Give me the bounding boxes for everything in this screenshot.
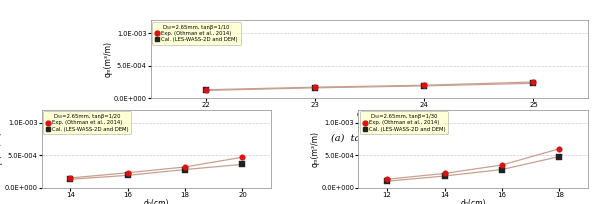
Point: [529, 82, 538, 85]
Point: [65, 176, 75, 180]
Point: [383, 180, 392, 183]
Point: [201, 88, 210, 91]
Legend: Exp. (Othman et al., 2014), Cal. (LES-WASS-2D and DEM): Exp. (Othman et al., 2014), Cal. (LES-WA…: [153, 22, 241, 45]
Legend: Exp. (Othman et al., 2014), Cal. (LES-WASS-2D and DEM): Exp. (Othman et al., 2014), Cal. (LES-WA…: [43, 111, 131, 134]
Point: [555, 147, 564, 150]
Point: [123, 171, 132, 174]
X-axis label: d₀(cm): d₀(cm): [144, 199, 169, 204]
Y-axis label: qₘ(m³/m): qₘ(m³/m): [0, 131, 3, 167]
Point: [419, 84, 429, 88]
Point: [123, 174, 132, 177]
Point: [181, 168, 190, 171]
Point: [497, 163, 507, 167]
Point: [65, 178, 75, 181]
X-axis label: d₀(cm): d₀(cm): [460, 199, 486, 204]
Title: (a)  tan β =1/10: (a) tan β =1/10: [331, 133, 408, 143]
Point: [310, 86, 320, 90]
Point: [201, 89, 210, 92]
Point: [440, 172, 449, 175]
X-axis label: d₀(cm): d₀(cm): [357, 110, 382, 119]
Point: [529, 80, 538, 84]
Point: [238, 163, 247, 166]
Point: [310, 85, 320, 89]
Point: [497, 168, 507, 171]
Point: [555, 155, 564, 158]
Point: [238, 156, 247, 159]
Y-axis label: qₘ(m³/m): qₘ(m³/m): [103, 41, 112, 77]
Point: [419, 84, 429, 87]
Point: [440, 174, 449, 178]
Point: [383, 178, 392, 181]
Legend: Exp. (Othman et al., 2014), Cal. (LES-WASS-2D and DEM): Exp. (Othman et al., 2014), Cal. (LES-WA…: [360, 111, 448, 134]
Point: [181, 165, 190, 169]
Y-axis label: qₘ(m³/m): qₘ(m³/m): [311, 131, 320, 167]
